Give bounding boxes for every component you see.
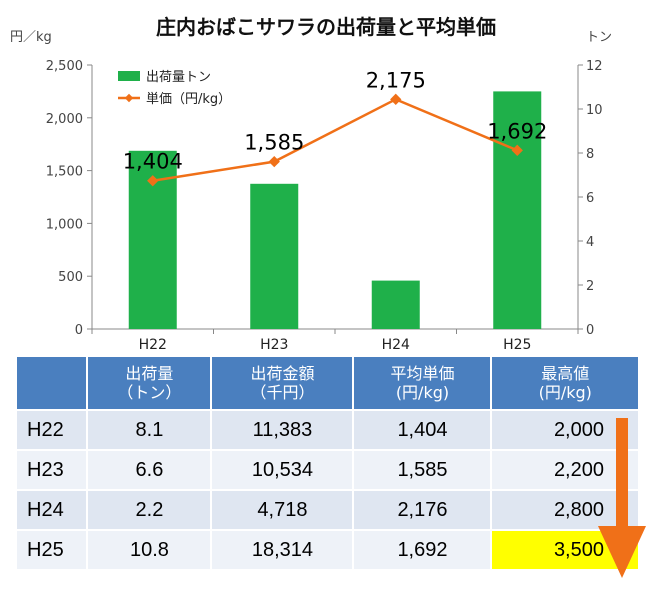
price-data-label: 1,692	[487, 119, 547, 143]
cell-year: H25	[17, 531, 87, 569]
cell-avg-price: 1,692	[354, 531, 491, 569]
right-tick-label: 6	[586, 191, 594, 206]
cell-max-price: 2,000	[492, 411, 638, 449]
left-axis-unit: 円／kg	[10, 30, 52, 45]
right-tick-label: 2	[586, 279, 594, 294]
price-point-H25	[511, 144, 523, 156]
cell-volume: 8.1	[88, 411, 211, 449]
legend-bar-label: 出荷量トン	[146, 70, 211, 85]
price-point-H22	[147, 175, 159, 187]
left-tick-label: 1,000	[46, 217, 83, 232]
bar-H24	[371, 280, 420, 329]
right-tick-label: 0	[586, 323, 594, 338]
header-amount: 出荷金額 （千円）	[212, 357, 353, 409]
left-tick-label: 2,000	[46, 112, 83, 127]
line-series: 1,404 1,585 2,175 1,692	[123, 68, 547, 187]
left-tick-label: 1,500	[46, 165, 83, 180]
table-header-row: 出荷量 （トン） 出荷金額 （千円） 平均単価 (円/kg) 最高値 (円/kg)	[17, 357, 638, 409]
price-point-H23	[268, 155, 280, 168]
down-arrow-icon	[598, 418, 646, 578]
table-row: H23 6.6 10,534 1,585 2,200	[17, 451, 638, 489]
x-tick-label: H23	[260, 337, 288, 352]
cell-max-price: 2,200	[492, 451, 638, 489]
cell-volume: 2.2	[88, 491, 211, 529]
table-row: H24 2.2 4,718 2,176 2,800	[17, 491, 638, 529]
cell-avg-price: 2,176	[354, 491, 491, 529]
table-row: H25 10.8 18,314 1,692 3,500	[17, 531, 638, 569]
legend-line-label: 単価（円/kg）	[146, 91, 231, 107]
price-data-label: 1,585	[244, 131, 304, 155]
cell-avg-price: 1,585	[354, 451, 491, 489]
legend-line-marker	[124, 93, 134, 103]
data-table: 出荷量 （トン） 出荷金額 （千円） 平均単価 (円/kg) 最高値 (円/kg) H2…	[15, 355, 640, 571]
legend: 出荷量トン 単価（円/kg）	[118, 70, 231, 107]
cell-avg-price: 1,404	[354, 411, 491, 449]
right-axis-unit: トン	[586, 30, 612, 45]
x-tick-label: H25	[503, 337, 531, 352]
price-line	[152, 97, 518, 182]
cell-max-price: 2,800	[492, 491, 638, 529]
price-data-label: 2,175	[366, 68, 426, 92]
header-blank	[17, 357, 87, 409]
axes: 0 500 1,000 1,500 2,000 2,500 0 2 4 6 8 10 12 H22 H23 H…	[46, 59, 603, 352]
right-tick-label: 12	[586, 59, 603, 74]
header-max-price: 最高値 (円/kg)	[492, 357, 638, 409]
left-tick-label: 2,500	[46, 59, 83, 74]
cell-volume: 10.8	[88, 531, 211, 569]
chart-title: 庄内おばこサワラの出荷量と平均単価	[156, 15, 496, 39]
x-tick-label: H24	[382, 337, 410, 352]
cell-amount: 10,534	[212, 451, 353, 489]
combo-chart: 庄内おばこサワラの出荷量と平均単価 円／kg トン 0 500 1,000 1,500…	[10, 15, 612, 352]
cell-year: H24	[17, 491, 87, 529]
left-tick-label: 0	[75, 323, 83, 338]
price-data-label: 1,404	[123, 150, 183, 174]
price-point-H24	[390, 93, 402, 105]
legend-bar-swatch	[118, 71, 140, 81]
left-tick-label: 500	[58, 270, 83, 285]
cell-year: H23	[17, 451, 87, 489]
cell-amount: 18,314	[212, 531, 353, 569]
cell-volume: 6.6	[88, 451, 211, 489]
cell-amount: 4,718	[212, 491, 353, 529]
header-avg-price: 平均単価 (円/kg)	[354, 357, 491, 409]
cell-year: H22	[17, 411, 87, 449]
right-tick-label: 10	[586, 103, 603, 118]
header-volume: 出荷量 （トン）	[88, 357, 211, 409]
right-tick-label: 4	[586, 235, 594, 250]
bar-series	[128, 91, 542, 330]
cell-amount: 11,383	[212, 411, 353, 449]
x-tick-label: H22	[139, 337, 167, 352]
table-row: H22 8.1 11,383 1,404 2,000	[17, 411, 638, 449]
bar-H25	[493, 91, 542, 330]
bar-H23	[250, 183, 299, 329]
right-tick-label: 8	[586, 147, 594, 162]
